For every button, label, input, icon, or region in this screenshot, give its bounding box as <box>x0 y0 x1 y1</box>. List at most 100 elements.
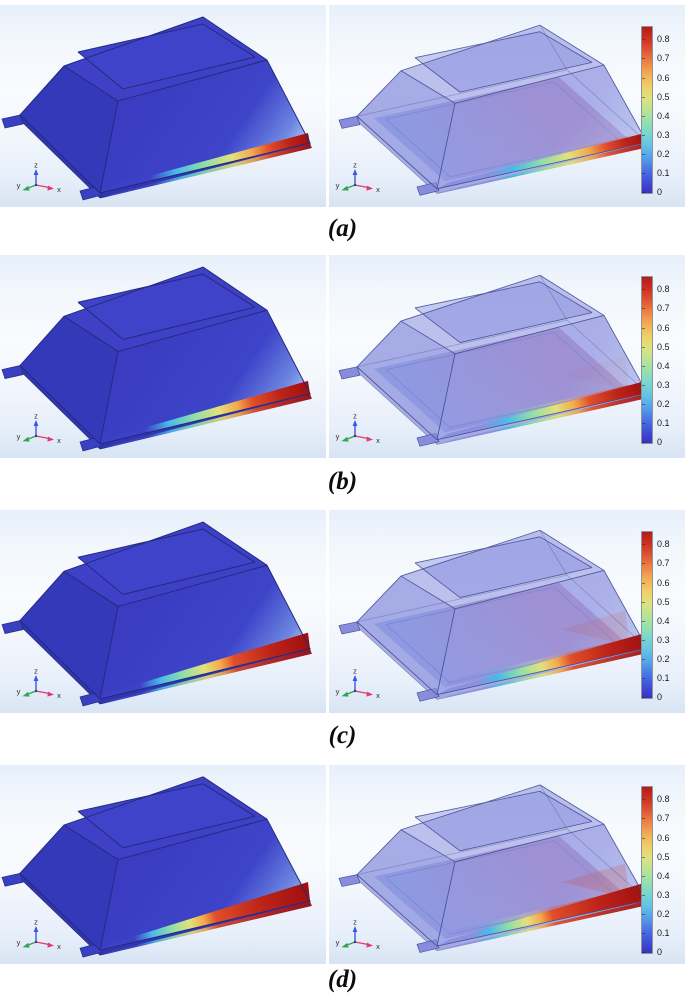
colorbar-tick <box>642 582 645 584</box>
colorbar-tick <box>642 153 645 155</box>
plate-edge-stripe <box>102 394 312 449</box>
top-face <box>78 274 255 340</box>
colorbar-tick-label: 0.2 <box>657 908 670 919</box>
hot-edge-stripe <box>100 632 310 699</box>
colorbar-tick <box>642 58 645 60</box>
transparent-model-figure <box>329 510 685 713</box>
side-tab <box>1 114 24 129</box>
axis-label-x: x <box>376 691 380 700</box>
colorbar-tick-label: 0 <box>657 692 663 702</box>
front-face <box>100 310 310 444</box>
row-a: z x y <box>0 5 685 207</box>
colorbar-tick-label: 0.1 <box>657 417 670 428</box>
axis-label-y: y <box>17 181 21 190</box>
left-face <box>20 316 118 444</box>
colorbar-tick-label: 0.8 <box>657 794 670 805</box>
axis-triad-svg: z x y <box>17 412 62 446</box>
axis-label-z: z <box>34 161 38 170</box>
side-tab <box>1 872 24 887</box>
front-face <box>100 60 310 193</box>
colorbar-tick <box>642 403 645 405</box>
colorbar-tick <box>642 952 645 953</box>
axis-label-z: z <box>34 667 38 676</box>
colorbar-tick <box>642 932 645 934</box>
axis-triad: z x y <box>333 667 385 705</box>
row-c: z x y <box>0 510 685 713</box>
colorbar-tick-label: 0.3 <box>657 379 670 390</box>
subfigure-label-b: (b) <box>327 468 358 495</box>
axis-label-y: y <box>336 938 340 947</box>
colorbar-tick-label: 0.1 <box>657 672 670 683</box>
colorbar-tick-label: 0 <box>657 187 663 197</box>
colorbar-tick-label: 0.5 <box>657 596 670 607</box>
axis-triad-svg: z x y <box>336 161 381 195</box>
subfigure-label-c: (c) <box>328 722 357 749</box>
colorbar-tick-label: 0.4 <box>657 110 670 121</box>
model-svg <box>338 529 649 702</box>
colorbar-tick-label: 0.2 <box>657 398 670 409</box>
colorbar-tick-label: 0.2 <box>657 653 670 664</box>
subfigure-label-a: (a) <box>327 215 358 242</box>
opaque-model-figure <box>0 510 326 713</box>
colorbar-tick <box>642 77 645 79</box>
colorbar-tick-label: 0.7 <box>657 558 670 569</box>
colorbar-tick-label: 0.3 <box>657 634 670 645</box>
axis-label-z: z <box>353 667 357 676</box>
transparent-view-panel: z x y 0.8 0.7 0.6 0.5 0.4 0.3 0.2 0.1 0 <box>329 765 685 964</box>
axis-label-y: y <box>17 938 21 947</box>
colorbar-tick <box>642 442 645 443</box>
axis-triad-svg: z x y <box>336 918 381 952</box>
axis-label-z: z <box>353 161 357 170</box>
axis-label-x: x <box>57 185 61 194</box>
transparent-view-panel: z x y 0.8 0.7 0.6 0.5 0.4 0.3 0.2 0.1 0 <box>329 255 685 458</box>
plate-edge-stripe <box>439 393 649 445</box>
colorbar-tick-label: 0.1 <box>657 167 670 178</box>
axis-triad: z x y <box>14 412 66 450</box>
colorbar-tick <box>642 639 645 641</box>
model-svg <box>338 274 649 447</box>
colorbar-tick-label: 0.6 <box>657 832 670 843</box>
axis-triad: z x y <box>14 918 66 956</box>
side-tab <box>338 115 361 129</box>
opaque-model-figure <box>0 765 326 964</box>
side-tab <box>338 874 361 887</box>
colorbar-tick <box>642 818 645 820</box>
colorbar-tick <box>642 384 645 386</box>
axis-label-z: z <box>353 918 357 927</box>
top-face <box>78 783 255 848</box>
colorbar-tick-label: 0.3 <box>657 889 670 900</box>
opaque-view-panel: z x y <box>0 255 326 458</box>
model-svg <box>338 784 649 953</box>
axis-label-y: y <box>336 432 340 441</box>
axis-triad: z x y <box>333 412 385 450</box>
opaque-view-panel: z x y <box>0 765 326 964</box>
colorbar-tick <box>642 327 645 329</box>
top-face <box>78 24 255 89</box>
plate-edge-stripe <box>439 142 649 194</box>
colorbar: 0.8 0.7 0.6 0.5 0.4 0.3 0.2 0.1 0 <box>641 786 685 958</box>
colorbar-tick-label: 0.7 <box>657 813 670 824</box>
plate-edge-stripe <box>102 649 312 704</box>
colorbar-tick-label: 0.6 <box>657 72 670 83</box>
hot-corner-wash <box>562 355 630 392</box>
plate-edge-stripe <box>102 901 312 956</box>
colorbar-tick-label: 0.2 <box>657 148 670 159</box>
axis-label-x: x <box>376 942 380 951</box>
side-tab <box>1 620 24 635</box>
colorbar-tick-label: 0.4 <box>657 870 670 881</box>
colorbar-tick-label: 0.7 <box>657 303 670 314</box>
plate-edge-stripe <box>102 143 312 198</box>
axis-label-z: z <box>34 918 38 927</box>
colorbar-tick-label: 0.7 <box>657 53 670 64</box>
axis-triad: z x y <box>333 918 385 956</box>
model-svg <box>1 266 312 452</box>
row-b: z x y <box>0 255 685 458</box>
model-svg <box>1 16 312 201</box>
colorbar-tick <box>642 677 645 679</box>
hot-edge-stripe <box>437 882 647 947</box>
left-face <box>20 571 118 699</box>
axis-label-y: y <box>17 687 21 696</box>
colorbar-tick-label: 0.6 <box>657 322 670 333</box>
axis-triad-svg: z x y <box>17 161 62 195</box>
